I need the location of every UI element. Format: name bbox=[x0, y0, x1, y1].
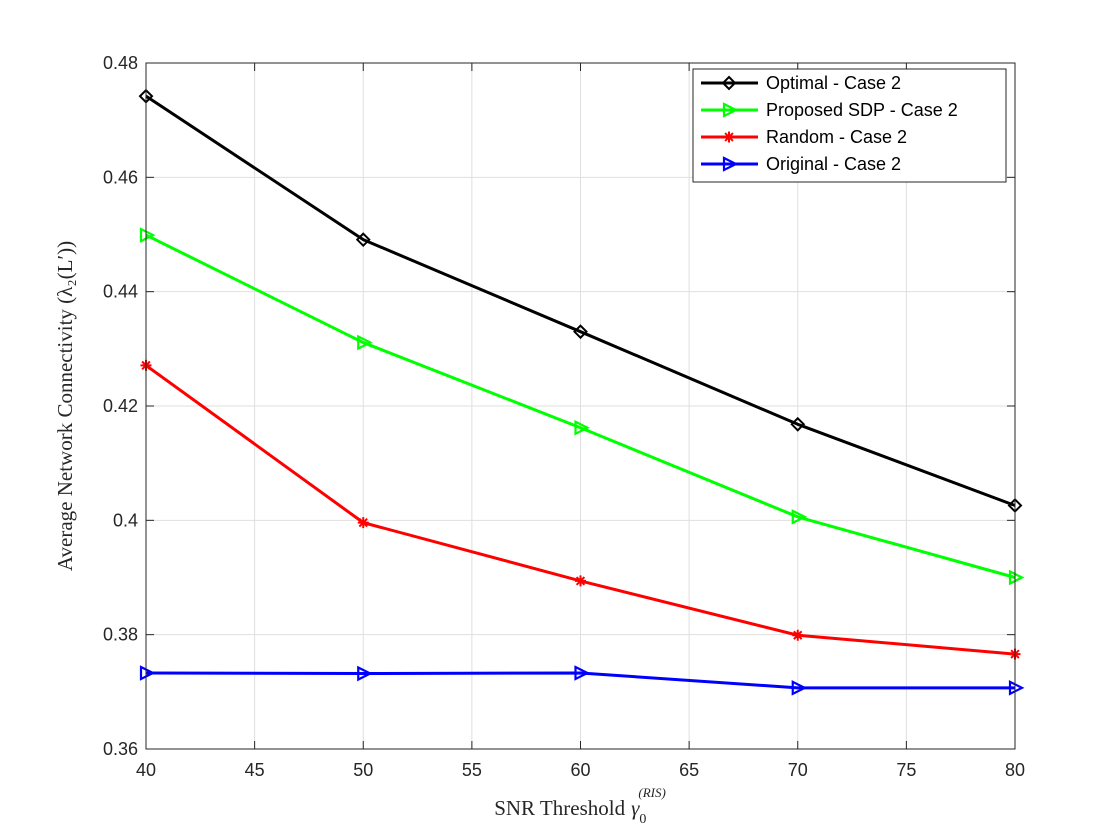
axis-ticks: 40 45 50 55 60 65 70 75 80 0.36 0.38 0.4 0.42 0.44 0.4… bbox=[103, 53, 1025, 780]
legend-marker bbox=[721, 75, 737, 91]
data-point bbox=[1008, 680, 1025, 696]
y-tick-label: 0.48 bbox=[103, 53, 138, 73]
legend-label: Proposed SDP - Case 2 bbox=[766, 100, 958, 120]
x-tick-label: 55 bbox=[462, 760, 482, 780]
data-point bbox=[791, 509, 808, 525]
series-line bbox=[145, 233, 1016, 579]
y-axis-title: Average Network Connectivity (λ₂(L′)) bbox=[53, 241, 77, 571]
data-point bbox=[573, 324, 588, 340]
x-tick-label: 40 bbox=[136, 760, 156, 780]
data-point bbox=[357, 517, 369, 529]
data-point bbox=[574, 419, 590, 436]
legend-item: Original - Case 2 bbox=[701, 154, 901, 174]
y-tick-label: 0.4 bbox=[113, 510, 138, 530]
y-tick-label: 0.38 bbox=[103, 625, 138, 645]
data-point bbox=[357, 665, 373, 682]
data-point bbox=[791, 680, 808, 696]
data-point bbox=[575, 575, 586, 587]
legend-marker bbox=[722, 102, 739, 118]
y-tick-label: 0.46 bbox=[103, 167, 138, 187]
legend: Optimal - Case 2 Proposed SDP - Case 2 Ran… bbox=[692, 68, 1007, 183]
x-tick-label: 80 bbox=[1005, 760, 1025, 780]
x-tick-label: 70 bbox=[788, 760, 808, 780]
data-point bbox=[1008, 569, 1025, 586]
x-axis-title: SNR Threshold γ0(RIS) bbox=[494, 785, 666, 827]
legend-marker bbox=[722, 156, 739, 172]
legend-label: Original - Case 2 bbox=[766, 154, 901, 174]
legend-item: Proposed SDP - Case 2 bbox=[701, 100, 958, 120]
legend-item: Random - Case 2 bbox=[701, 127, 907, 147]
data-point bbox=[357, 334, 373, 351]
data-point bbox=[139, 665, 156, 681]
data-point bbox=[790, 416, 806, 432]
legend-label: Random - Case 2 bbox=[766, 127, 907, 147]
x-tick-label: 60 bbox=[570, 760, 590, 780]
y-tick-label: 0.44 bbox=[103, 282, 138, 302]
data-point bbox=[139, 227, 156, 243]
series-line bbox=[145, 671, 1015, 690]
series-layer bbox=[138, 88, 1025, 696]
x-tick-label: 75 bbox=[896, 760, 916, 780]
x-tick-label: 50 bbox=[353, 760, 373, 780]
series-1 bbox=[138, 88, 1023, 513]
legend-item: Optimal - Case 2 bbox=[701, 73, 901, 93]
data-point bbox=[792, 629, 804, 641]
series-4 bbox=[139, 665, 1025, 696]
data-point bbox=[574, 665, 590, 681]
data-point bbox=[355, 232, 371, 248]
legend-marker bbox=[723, 131, 735, 143]
y-tick-label: 0.42 bbox=[103, 396, 138, 416]
x-tick-label: 65 bbox=[679, 760, 699, 780]
legend-label: Optimal - Case 2 bbox=[766, 73, 901, 93]
series-2 bbox=[139, 227, 1025, 586]
series-line bbox=[145, 94, 1016, 507]
x-tick-label: 45 bbox=[245, 760, 265, 780]
y-tick-label: 0.36 bbox=[103, 739, 138, 759]
